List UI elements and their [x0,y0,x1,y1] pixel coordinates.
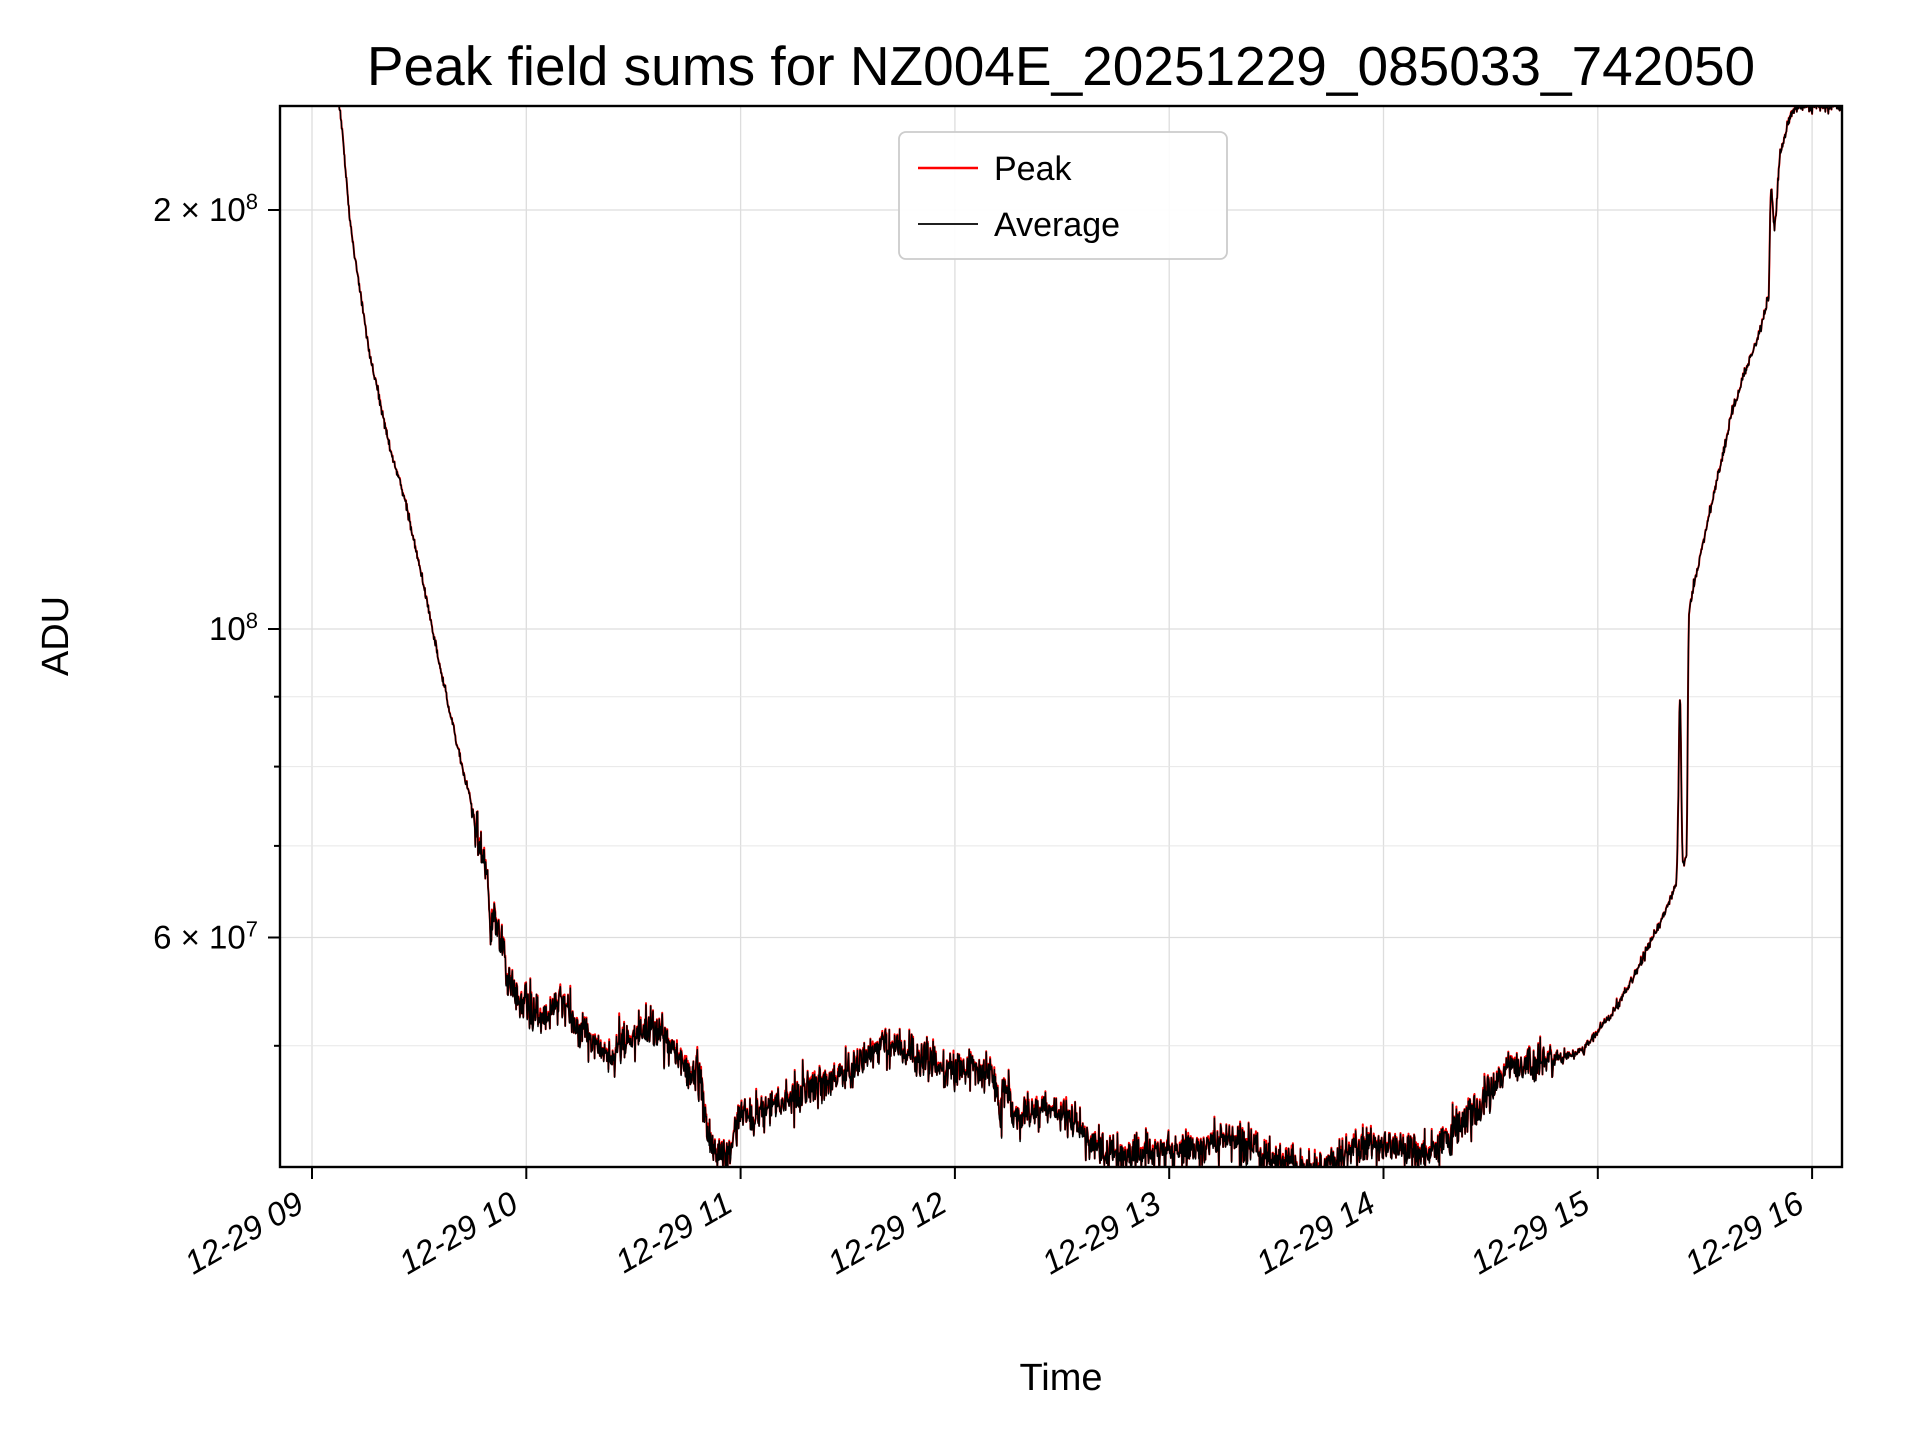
svg-text:Time: Time [1019,1357,1102,1399]
svg-text:Peak field sums for NZ004E_202: Peak field sums for NZ004E_20251229_0850… [367,35,1755,97]
svg-text:2 × 108: 2 × 108 [153,189,258,229]
svg-text:6 × 107: 6 × 107 [153,916,258,956]
svg-text:Peak: Peak [994,150,1072,188]
svg-text:ADU: ADU [35,596,77,676]
svg-text:Average: Average [994,206,1120,244]
